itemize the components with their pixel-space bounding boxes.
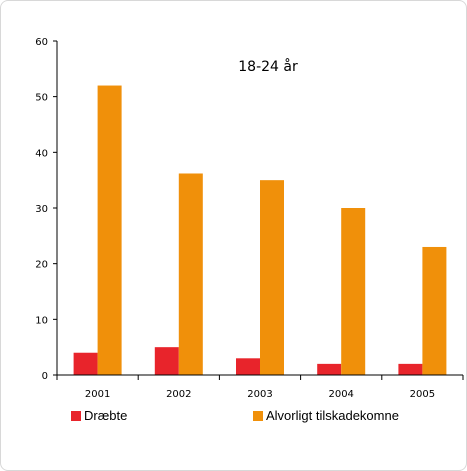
bar-alvorligt-tilskadekomne-2005: [422, 246, 447, 375]
chart-title: 18-24 år: [238, 58, 298, 75]
y-tick-label: 10: [35, 315, 48, 326]
legend-item-alvorligt-tilskadekomne: Alvorligt tilskadekomne: [253, 408, 399, 423]
legend-label-alvorligt-tilskadekomne: Alvorligt tilskadekomne: [266, 408, 399, 423]
bar-alvorligt-tilskadekomne-2004: [341, 208, 366, 375]
y-tick-label: 20: [35, 260, 48, 271]
legend-swatch-draebte: [71, 410, 81, 421]
bar-draebte-2005: [398, 363, 423, 375]
bar-alvorligt-tilskadekomne-2002: [178, 173, 203, 375]
legend: Dræbte Alvorligt tilskadekomne: [1, 401, 466, 431]
bars: [73, 85, 447, 376]
x-axis: 2001 2002 2003 2004 2005: [56, 375, 464, 400]
x-tick-label: 2003: [247, 389, 272, 400]
legend-swatch-alvorligt-tilskadekomne: [253, 410, 263, 421]
y-tick-label: 50: [35, 93, 48, 104]
x-tick-label: 2002: [166, 389, 191, 400]
bar-draebte-2002: [154, 347, 179, 375]
bar-alvorligt-tilskadekomne-2003: [260, 180, 284, 375]
legend-label-draebte: Dræbte: [84, 408, 128, 423]
x-tick-label: 2005: [410, 389, 435, 400]
bar-draebte-2004: [317, 363, 342, 375]
y-axis: 0 10 20 30 40 50 60: [35, 37, 57, 382]
bar-alvorligt-tilskadekomne-2001: [97, 85, 122, 376]
bar-draebte-2003: [236, 358, 260, 375]
y-tick-label: 30: [35, 204, 48, 215]
y-tick-label: 40: [35, 148, 48, 159]
y-tick-label: 0: [42, 371, 48, 382]
y-tick-label: 60: [35, 37, 48, 48]
x-tick-label: 2004: [328, 389, 353, 400]
x-tick-label: 2001: [85, 389, 110, 400]
legend-item-draebte: Dræbte: [71, 408, 127, 423]
bar-draebte-2001: [73, 352, 98, 375]
